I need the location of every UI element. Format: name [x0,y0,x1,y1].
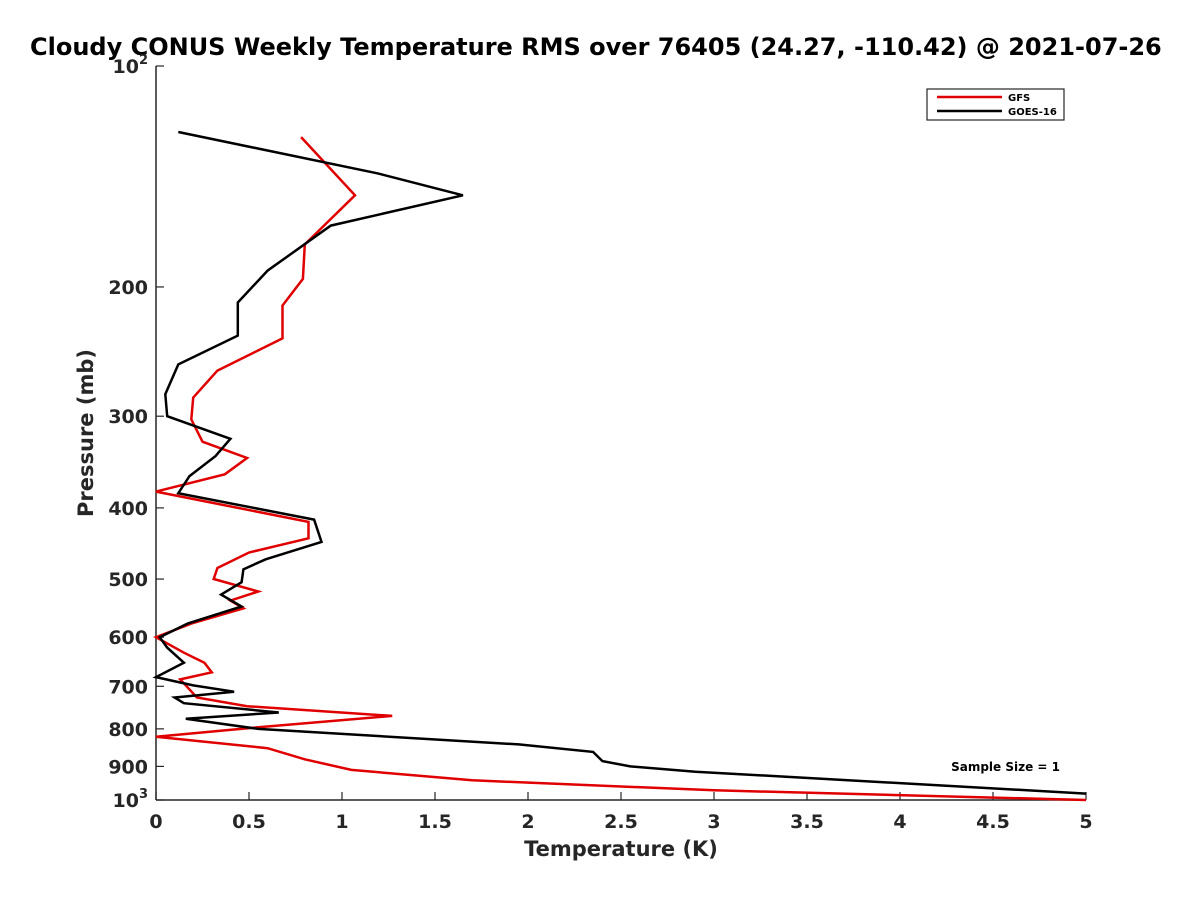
chart-title: Cloudy CONUS Weekly Temperature RMS over… [30,33,1162,61]
x-tick-label: 0.5 [232,811,266,833]
x-tick-label: 1 [335,811,348,833]
y-tick-base: 10 [113,56,139,78]
x-tick-label: 4.5 [976,811,1010,833]
plot-area [155,66,1086,801]
sample-size-annotation: Sample Size = 1 [951,760,1060,774]
legend-label-gfs: GFS [1008,93,1030,104]
series-line-gfs [153,136,1087,802]
y-tick-label: 500 [108,569,148,591]
y-tick-base: 10 [113,790,139,812]
x-tick-label: 3.5 [790,811,824,833]
x-tick-label: 0 [149,811,162,833]
y-tick-label: 103 [113,787,149,812]
x-tick-label: 1.5 [418,811,452,833]
y-tick-label: 800 [108,719,148,741]
y-tick-label: 102 [113,53,149,78]
x-ticks: 0 0.5 1 1.5 2 2.5 3 3.5 4 4.5 5 [149,792,1093,833]
series-layer [152,130,1087,802]
x-tick-label: 2.5 [604,811,638,833]
legend-label-goes16: GOES-16 [1008,107,1057,118]
y-tick-label: 200 [108,277,148,299]
x-tick-label: 4 [893,811,906,833]
y-tick-exponent: 2 [139,53,148,68]
x-tick-label: 5 [1079,811,1092,833]
y-tick-label: 400 [108,498,148,520]
y-tick-label: 700 [108,676,148,698]
y-tick-label: 900 [108,756,148,778]
x-tick-label: 3 [707,811,720,833]
y-tick-label: 300 [108,406,148,428]
y-tick-label: 600 [108,627,148,649]
legend: GFS GOES-16 [926,88,1065,121]
y-axis-label: Pressure (mb) [74,349,98,517]
x-axis-label: Temperature (K) [524,837,718,861]
x-tick-label: 2 [521,811,534,833]
y-tick-exponent: 3 [139,787,148,802]
series-line-goes16 [152,130,1087,795]
legend-box [926,88,1065,121]
